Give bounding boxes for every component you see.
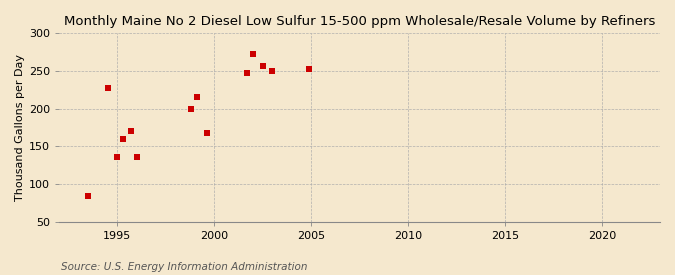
Point — [132, 155, 142, 159]
Point — [267, 69, 278, 73]
Point — [118, 137, 129, 141]
Y-axis label: Thousand Gallons per Day: Thousand Gallons per Day — [15, 54, 25, 201]
Point — [242, 71, 252, 75]
Point — [186, 106, 196, 111]
Point — [304, 67, 315, 71]
Text: Source: U.S. Energy Information Administration: Source: U.S. Energy Information Administ… — [61, 262, 307, 272]
Point — [257, 64, 268, 68]
Point — [112, 155, 123, 159]
Point — [103, 86, 113, 90]
Point — [192, 95, 202, 100]
Point — [126, 129, 136, 133]
Point — [83, 194, 94, 198]
Point — [201, 131, 212, 135]
Point — [248, 52, 259, 57]
Title: Monthly Maine No 2 Diesel Low Sulfur 15-500 ppm Wholesale/Resale Volume by Refin: Monthly Maine No 2 Diesel Low Sulfur 15-… — [64, 15, 655, 28]
